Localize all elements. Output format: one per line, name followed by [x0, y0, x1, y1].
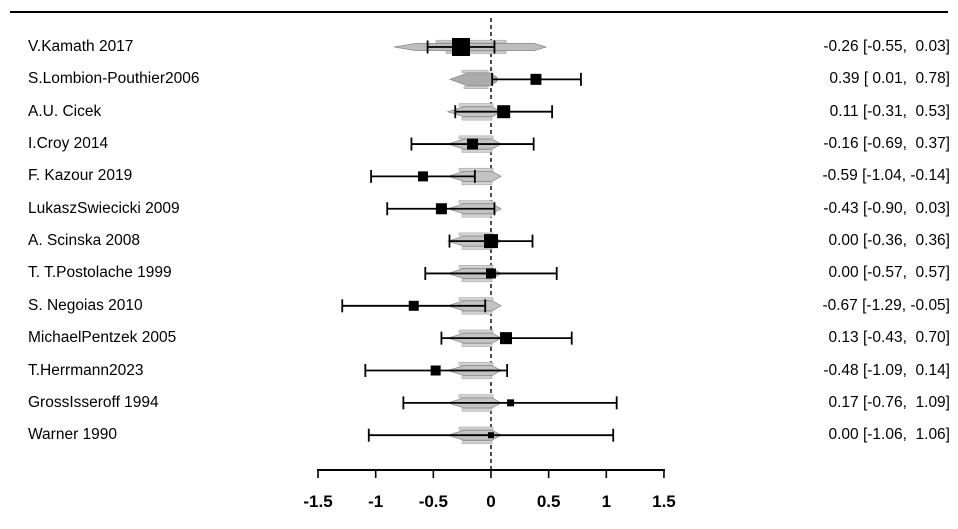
effect-square	[488, 432, 494, 439]
study-row	[393, 38, 548, 56]
effect-annotation: -0.16 [-0.69, 0.37]	[823, 135, 950, 153]
density-strip-bottom	[461, 278, 493, 283]
effect-square	[484, 234, 498, 249]
effect-annotation: 0.00 [-0.36, 0.36]	[828, 232, 950, 250]
density-strip-bottom	[461, 213, 493, 218]
study-label: T. T.Postolache 1999	[28, 264, 172, 282]
density-strip-bottom	[461, 375, 493, 380]
effect-square	[417, 171, 428, 182]
effect-annotation: 0.00 [-0.57, 0.57]	[828, 264, 950, 282]
density-strip-top	[458, 362, 494, 366]
study-row	[424, 265, 558, 283]
axis-tick-label: 0.5	[537, 492, 561, 511]
study-label: A. Scinska 2008	[28, 232, 141, 250]
density-strip-top	[458, 426, 494, 431]
study-row	[370, 167, 502, 186]
study-label: I.Croy 2014	[28, 135, 109, 153]
study-label: LukaszSwiecicki 2009	[28, 199, 180, 217]
axis-tick-label: -0.5	[419, 492, 448, 511]
density-strip-top	[458, 394, 494, 398]
density-strip-top	[458, 329, 494, 334]
axis-tick-label: -1.5	[303, 492, 332, 511]
density-strip-bottom	[461, 440, 493, 444]
density-strip-bottom	[445, 50, 507, 55]
density-strip-bottom	[461, 408, 493, 412]
study-row	[440, 329, 573, 347]
density-strip-bottom	[461, 116, 493, 121]
study-row	[341, 297, 502, 315]
study-label: S. Negoias 2010	[28, 296, 143, 314]
density-strip-top	[458, 167, 494, 172]
density-strip-bottom	[461, 343, 493, 347]
density-strip-top	[435, 39, 507, 44]
axis-tick-label: 1	[602, 492, 611, 511]
study-label: A.U. Cicek	[28, 102, 102, 120]
effect-annotation: 0.17 [-0.76, 1.09]	[828, 393, 950, 411]
study-label: MichaelPentzek 2005	[28, 329, 177, 347]
density-strip-top	[458, 103, 494, 107]
effect-annotation: 0.00 [-1.06, 1.06]	[828, 426, 950, 444]
effect-annotation: -0.43 [-0.90, 0.03]	[823, 199, 950, 217]
study-label: Warner 1990	[28, 426, 118, 444]
effect-annotation: -0.48 [-1.09, 0.14]	[823, 361, 950, 379]
effect-annotation: 0.13 [-0.43, 0.70]	[828, 329, 950, 347]
effect-annotation: 0.11 [-0.31, 0.53]	[829, 102, 950, 120]
effect-square	[497, 105, 511, 119]
density-strip-bottom	[461, 310, 493, 315]
effect-square	[408, 300, 419, 311]
effect-square	[486, 268, 496, 279]
effect-square	[499, 332, 512, 345]
density-strip-top	[461, 69, 489, 74]
study-label: F. Kazour 2019	[28, 167, 133, 185]
density-glyph	[448, 69, 498, 90]
effect-square	[507, 399, 515, 407]
density-strip-top	[458, 135, 494, 140]
study-label: GrossIsseroff 1994	[28, 393, 159, 411]
density-strip-bottom	[463, 85, 489, 90]
study-row	[402, 394, 618, 412]
study-row	[410, 135, 535, 153]
effect-square	[467, 138, 479, 150]
density-lens	[448, 72, 498, 87]
study-label: S.Lombion-Pouthier2006	[28, 70, 200, 88]
effect-square	[452, 38, 471, 56]
density-strip-top	[458, 265, 494, 269]
x-axis: -1.5 -1 -0.5 0 0.5 1 1.5	[303, 469, 676, 511]
density-strip-top	[458, 200, 494, 204]
effect-annotation: -0.67 [-1.29, -0.05]	[822, 296, 950, 314]
density-strip-top	[458, 297, 494, 301]
axis-tick-label: 1.5	[652, 492, 676, 511]
effect-annotation: -0.26 [-0.55, 0.03]	[823, 38, 950, 55]
study-row	[448, 69, 582, 90]
density-strip-bottom	[461, 181, 493, 186]
effect-annotation: 0.39 [ 0.01, 0.78]	[829, 70, 950, 88]
effect-annotation: -0.59 [-1.04, -0.14]	[822, 167, 950, 185]
study-row	[367, 426, 615, 444]
effect-square	[530, 73, 542, 85]
study-row	[386, 200, 502, 218]
effect-square	[430, 365, 441, 376]
effect-square	[435, 203, 447, 215]
study-row	[446, 232, 534, 250]
study-row	[446, 103, 554, 121]
study-row	[364, 362, 509, 380]
axis-tick-label: 0	[486, 492, 495, 511]
study-label: T.Herrmann2023	[28, 361, 144, 379]
study-label: V.Kamath 2017	[28, 38, 134, 55]
top-divider	[10, 11, 948, 13]
axis-tick-label: -1	[368, 492, 383, 511]
density-strip-bottom	[461, 149, 493, 153]
